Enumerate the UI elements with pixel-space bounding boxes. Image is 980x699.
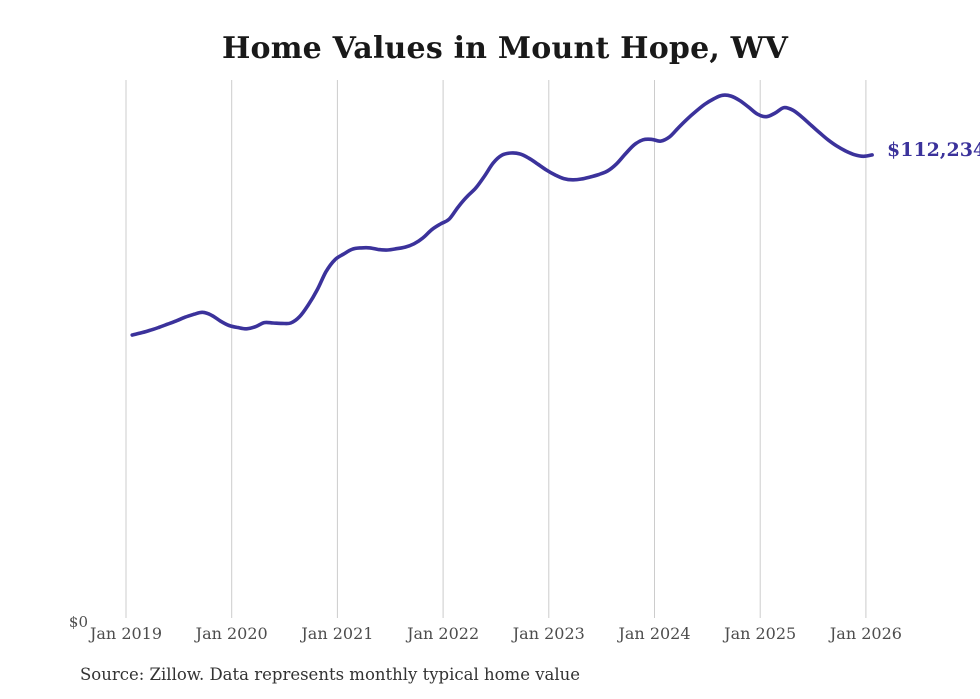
x-tick-label: Jan 2026 [829,624,902,643]
x-tick-label: Jan 2020 [195,624,268,643]
y-axis-zero-label: $0 [68,613,88,631]
chart-title: Home Values in Mount Hope, WV [221,31,789,66]
latest-value-label: $112,234 [887,139,980,161]
x-tick-label: Jan 2021 [301,624,374,643]
x-tick-label: Jan 2019 [89,624,163,643]
x-tick-label: Jan 2022 [407,624,480,643]
x-tick-label: Jan 2025 [724,624,797,643]
x-tick-label: Jan 2024 [618,624,691,643]
source-note: Source: Zillow. Data represents monthly … [80,665,581,684]
x-tick-label: Jan 2023 [512,624,585,643]
home-value-line [130,93,874,337]
gridline-group [125,80,867,618]
